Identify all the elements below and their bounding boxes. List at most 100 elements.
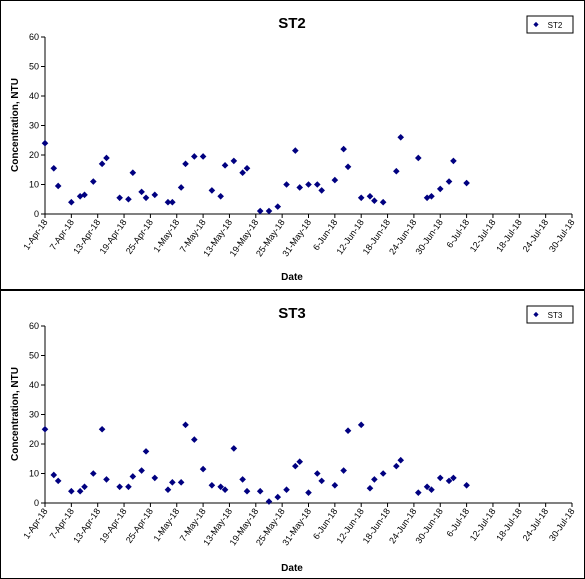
data-point bbox=[344, 427, 352, 435]
data-point bbox=[103, 476, 110, 483]
data-point bbox=[164, 198, 172, 206]
data-point bbox=[129, 473, 137, 480]
data-point bbox=[292, 462, 299, 470]
y-tick-label: 0 bbox=[34, 498, 39, 508]
data-point bbox=[243, 487, 251, 495]
data-point bbox=[54, 182, 62, 190]
data-point bbox=[357, 421, 365, 429]
data-point bbox=[76, 487, 84, 495]
data-point bbox=[393, 167, 400, 175]
data-point bbox=[414, 489, 422, 496]
data-point bbox=[296, 184, 304, 191]
data-point bbox=[256, 207, 264, 215]
data-point bbox=[305, 181, 312, 188]
data-point bbox=[366, 193, 374, 200]
data-point bbox=[177, 479, 185, 486]
data-point bbox=[445, 178, 453, 185]
data-point bbox=[142, 194, 150, 202]
data-point bbox=[208, 187, 216, 194]
data-point bbox=[357, 194, 365, 202]
data-point bbox=[90, 178, 97, 185]
data-point bbox=[151, 191, 159, 199]
data-point bbox=[129, 169, 137, 176]
data-point bbox=[76, 193, 84, 200]
data-point bbox=[50, 471, 58, 479]
y-tick-label: 20 bbox=[29, 150, 39, 160]
chart-panel-st3: ST3 Date Concentration, NTU ST3 0 10 20 30 4… bbox=[0, 290, 585, 579]
data-point bbox=[366, 484, 374, 492]
data-point bbox=[274, 203, 282, 210]
data-point bbox=[177, 184, 185, 191]
data-point bbox=[379, 198, 387, 206]
data-point bbox=[164, 486, 172, 494]
data-point bbox=[428, 486, 435, 494]
data-point bbox=[50, 164, 58, 172]
data-point bbox=[283, 486, 290, 494]
y-axis-label: Concentration, NTU bbox=[10, 78, 21, 172]
legend-label-st2: ST2 bbox=[548, 21, 563, 30]
data-point bbox=[138, 188, 145, 196]
data-point bbox=[41, 139, 49, 147]
data-point bbox=[54, 477, 62, 485]
data-point bbox=[169, 479, 176, 486]
data-point bbox=[239, 169, 246, 176]
data-point bbox=[463, 482, 470, 489]
y-tick-label: 60 bbox=[29, 321, 39, 331]
data-point bbox=[340, 145, 347, 153]
data-point bbox=[217, 193, 224, 200]
data-point bbox=[81, 483, 88, 491]
data-point bbox=[331, 482, 339, 489]
data-point bbox=[98, 160, 106, 168]
data-point bbox=[169, 198, 176, 206]
legend-label-st3: ST3 bbox=[548, 311, 563, 320]
chart-frame bbox=[0, 290, 585, 579]
chart-st2: ST2 Date Concentration, NTU ST2 0 10 20 30 4… bbox=[0, 0, 585, 290]
data-point bbox=[199, 465, 207, 473]
data-point bbox=[379, 470, 387, 477]
chart-panel-st2: ST2 Date Concentration, NTU ST2 0 10 20 30 4… bbox=[0, 0, 585, 290]
data-point bbox=[125, 483, 132, 491]
data-point bbox=[296, 458, 304, 465]
data-point bbox=[191, 153, 198, 160]
data-point bbox=[445, 477, 453, 485]
data-point bbox=[318, 477, 325, 485]
y-tick-label: 30 bbox=[29, 410, 39, 420]
data-point bbox=[265, 207, 273, 215]
y-tick-label: 40 bbox=[29, 91, 39, 101]
data-point bbox=[151, 474, 159, 482]
data-point bbox=[191, 436, 198, 443]
data-point bbox=[230, 445, 238, 452]
data-point bbox=[340, 467, 347, 474]
data-point bbox=[230, 157, 238, 165]
data-point bbox=[414, 154, 422, 162]
data-point bbox=[243, 164, 251, 172]
data-point bbox=[138, 467, 145, 474]
data-point bbox=[199, 153, 207, 160]
data-point bbox=[221, 486, 229, 494]
data-point bbox=[103, 154, 110, 162]
y-tick-label: 10 bbox=[29, 469, 39, 479]
y-tick-label: 0 bbox=[34, 209, 39, 219]
data-point bbox=[221, 162, 229, 169]
data-point bbox=[397, 456, 405, 464]
data-point bbox=[68, 198, 75, 206]
data-point bbox=[217, 483, 224, 491]
data-point bbox=[239, 476, 246, 483]
data-point bbox=[436, 474, 444, 482]
data-point bbox=[68, 487, 75, 495]
y-tick-label: 60 bbox=[29, 32, 39, 42]
y-tick-label: 20 bbox=[29, 439, 39, 449]
y-tick-label: 50 bbox=[29, 62, 39, 72]
data-point bbox=[344, 163, 352, 171]
chart-st3: ST3 Date Concentration, NTU ST3 0 10 20 30 4… bbox=[0, 290, 585, 579]
data-point bbox=[393, 462, 400, 470]
data-point bbox=[98, 425, 106, 433]
data-point bbox=[463, 179, 470, 187]
data-point bbox=[81, 191, 88, 199]
y-axis-label: Concentration, NTU bbox=[10, 367, 21, 461]
data-point bbox=[313, 181, 321, 188]
x-axis-label: Date bbox=[281, 272, 303, 283]
data-point bbox=[423, 483, 431, 491]
data-point bbox=[436, 185, 444, 193]
data-point bbox=[182, 421, 189, 429]
